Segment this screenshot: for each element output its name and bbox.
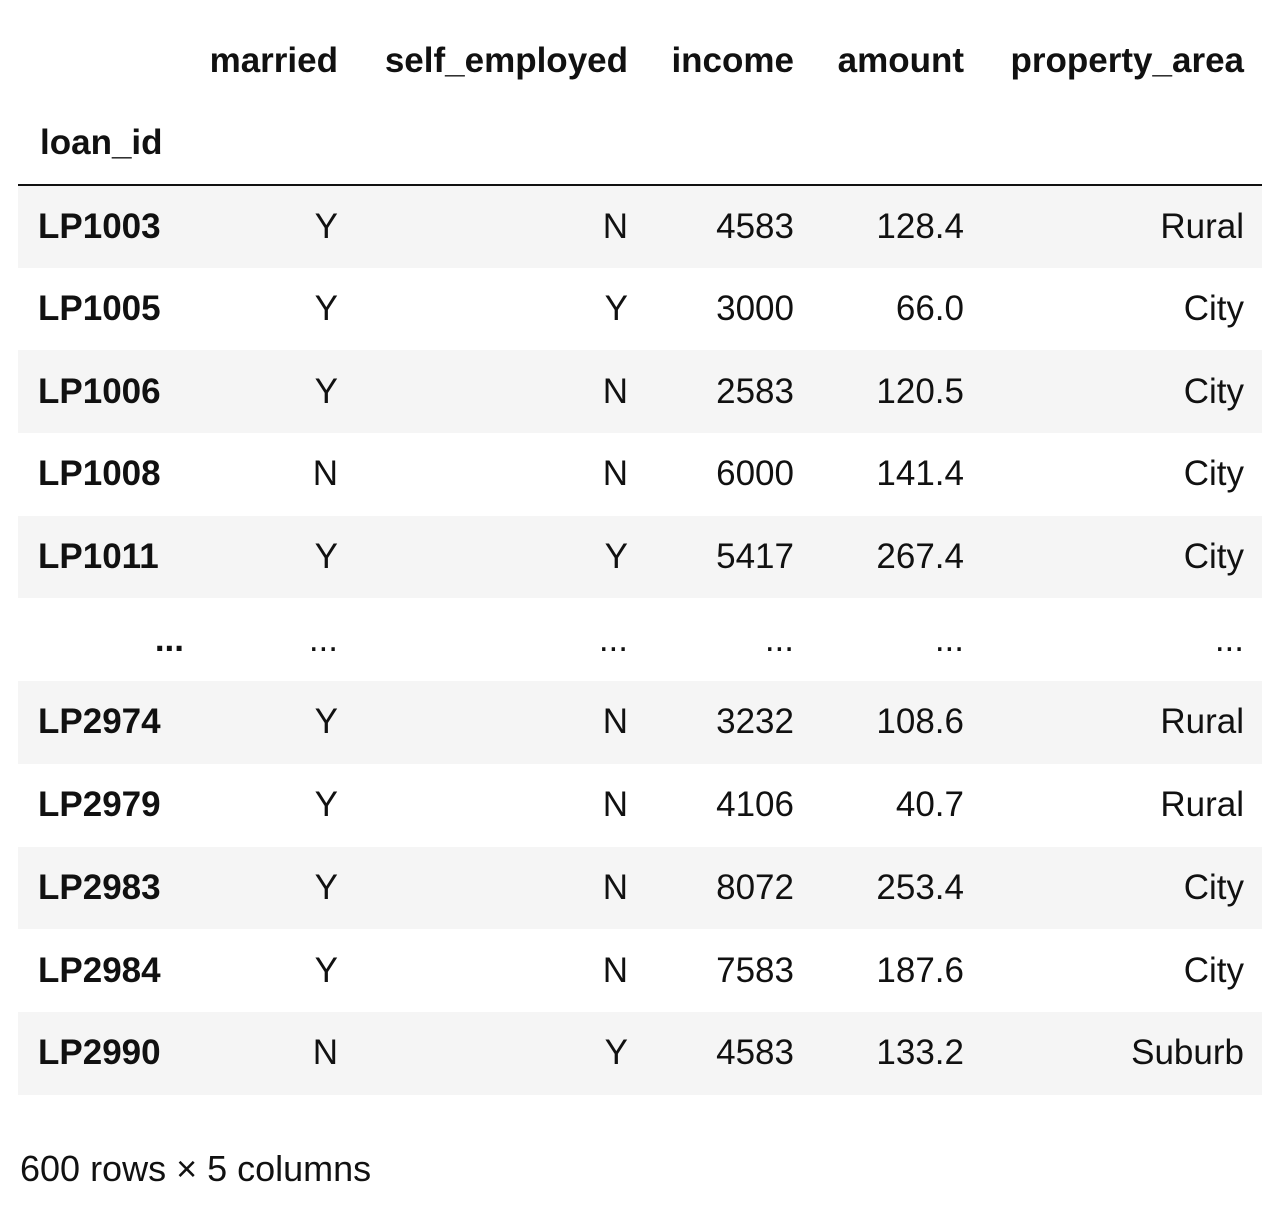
dataframe-table: married self_employed income amount prop… — [18, 20, 1262, 1095]
table-cell: 267.4 — [876, 537, 964, 577]
table-cell: Rural — [1160, 702, 1244, 742]
table-cell: ... — [308, 619, 338, 659]
index-header-row: loan_id — [18, 102, 1262, 186]
table-row: LP2983 Y N 8072 253.4 City — [18, 846, 1262, 930]
table-cell: City — [1183, 454, 1244, 494]
row-index: LP1006 — [38, 371, 161, 411]
table-cell: 120.5 — [876, 371, 964, 411]
table-cell: 133.2 — [876, 1033, 964, 1073]
table-cell: N — [602, 371, 628, 411]
table-cell: 66.0 — [895, 289, 964, 329]
row-index: LP2990 — [38, 1033, 161, 1073]
index-name-header: loan_id — [18, 102, 184, 186]
table-cell: 8072 — [716, 867, 794, 907]
table-row: LP1005 Y Y 3000 66.0 City — [18, 268, 1262, 351]
table-cell: 3232 — [716, 702, 794, 742]
table-cell: 7583 — [716, 950, 794, 990]
table-cell: Rural — [1160, 206, 1244, 246]
table-row: LP2979 Y N 4106 40.7 Rural — [18, 764, 1262, 847]
corner-cell — [18, 20, 184, 102]
table-cell: City — [1183, 289, 1244, 329]
table-cell: 141.4 — [876, 454, 964, 494]
table-cell: Y — [314, 867, 338, 907]
dataframe-output: married self_employed income amount prop… — [18, 20, 1262, 1095]
column-header-property-area: property_area — [1010, 41, 1244, 80]
row-index: LP1003 — [38, 206, 161, 246]
table-cell: Y — [314, 371, 338, 411]
table-cell: 4583 — [716, 206, 794, 246]
table-cell: Y — [604, 289, 628, 329]
row-index: LP2983 — [38, 867, 161, 907]
table-cell: City — [1183, 371, 1244, 411]
table-cell: 40.7 — [895, 785, 964, 825]
table-cell: 4106 — [716, 785, 794, 825]
row-index: LP1011 — [38, 537, 159, 577]
table-cell: N — [602, 950, 628, 990]
column-header-self-employed: self_employed — [384, 41, 628, 80]
column-header-row: married self_employed income amount prop… — [18, 20, 1262, 102]
table-cell: N — [602, 454, 628, 494]
table-cell: N — [312, 454, 338, 494]
table-cell: 187.6 — [876, 950, 964, 990]
empty-header-cell — [812, 102, 982, 186]
table-cell: Y — [314, 289, 338, 329]
table-cell: N — [602, 702, 628, 742]
table-row: .................. — [18, 598, 1262, 681]
table-cell: ... — [934, 619, 964, 659]
empty-header-cell — [646, 102, 812, 186]
table-cell: Y — [314, 537, 338, 577]
table-cell: Y — [604, 537, 628, 577]
table-row: LP2984 Y N 7583 187.6 City — [18, 929, 1262, 1012]
table-cell: City — [1183, 867, 1244, 907]
row-index: LP1008 — [38, 454, 161, 494]
row-index: ... — [154, 619, 184, 659]
table-cell: Y — [604, 1033, 628, 1073]
row-index: LP2974 — [38, 702, 161, 742]
table-cell: ... — [598, 619, 628, 659]
table-row: LP1011 Y Y 5417 267.4 City — [18, 515, 1262, 599]
table-cell: N — [602, 867, 628, 907]
table-cell: 128.4 — [876, 206, 964, 246]
table-cell: 2583 — [716, 371, 794, 411]
row-index: LP2979 — [38, 785, 161, 825]
table-cell: Y — [314, 206, 338, 246]
empty-header-cell — [184, 102, 356, 186]
row-index: LP1005 — [38, 289, 161, 329]
table-cell: N — [602, 206, 628, 246]
column-header-married: married — [209, 41, 338, 80]
table-cell: 6000 — [716, 454, 794, 494]
table-cell: N — [312, 1033, 338, 1073]
table-cell: 108.6 — [876, 702, 964, 742]
table-cell: City — [1183, 537, 1244, 577]
column-header-income: income — [671, 41, 794, 80]
table-cell: ... — [764, 619, 794, 659]
table-cell: Y — [314, 785, 338, 825]
empty-header-cell — [982, 102, 1262, 186]
table-cell: 5417 — [716, 537, 794, 577]
table-header: married self_employed income amount prop… — [18, 20, 1262, 186]
table-row: LP2990 N Y 4583 133.2 Suburb — [18, 1011, 1262, 1095]
table-row: LP1003 Y N 4583 128.4 Rural — [18, 185, 1262, 268]
table-body: LP1003 Y N 4583 128.4 Rural LP1005 Y Y 3000 66.0 Ci… — [18, 185, 1262, 1095]
table-row: LP2974 Y N 3232 108.6 Rural — [18, 681, 1262, 764]
column-header-amount: amount — [837, 41, 964, 80]
table-cell: N — [602, 785, 628, 825]
table-cell: 253.4 — [876, 867, 964, 907]
row-index: LP2984 — [38, 950, 161, 990]
table-cell: 3000 — [716, 289, 794, 329]
table-cell: Y — [314, 950, 338, 990]
empty-header-cell — [356, 102, 646, 186]
table-cell: Rural — [1160, 785, 1244, 825]
table-row: LP1006 Y N 2583 120.5 City — [18, 350, 1262, 434]
table-cell: 4583 — [716, 1033, 794, 1073]
table-cell: Suburb — [1131, 1033, 1244, 1073]
table-cell: City — [1183, 950, 1244, 990]
table-shape-footer: 600 rows × 5 columns — [20, 1148, 372, 1189]
table-cell: ... — [1214, 619, 1244, 659]
table-cell: Y — [314, 702, 338, 742]
table-row: LP1008 N N 6000 141.4 City — [18, 433, 1262, 516]
